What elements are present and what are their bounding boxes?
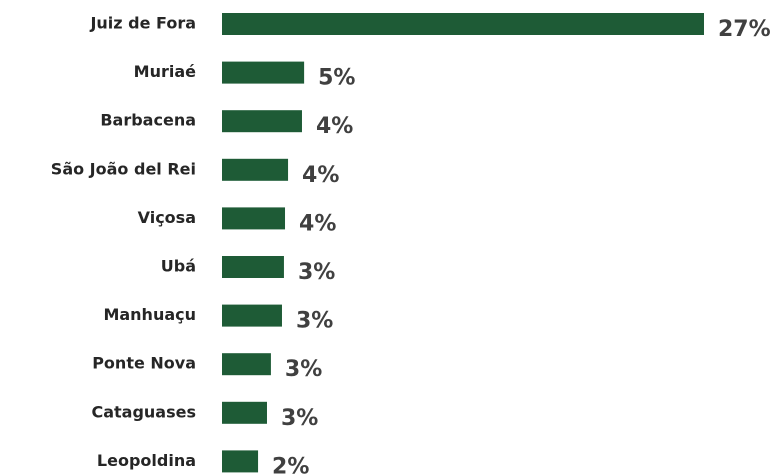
value-label: 27%: [718, 17, 771, 42]
value-label: 3%: [298, 260, 335, 285]
bar: [222, 158, 289, 181]
category-label: Manhuaçu: [103, 305, 196, 324]
bar: [222, 256, 284, 278]
bar: [222, 450, 259, 473]
value-label: 3%: [285, 357, 322, 382]
category-label: Muriaé: [134, 62, 196, 81]
bar: [222, 207, 286, 230]
value-label: 3%: [281, 406, 318, 431]
category-label: Viçosa: [138, 208, 196, 227]
category-label: São João del Rei: [51, 159, 196, 178]
bar: [222, 110, 302, 133]
category-label: Cataguases: [91, 402, 196, 421]
value-label: 4%: [299, 211, 336, 236]
bar: [222, 13, 704, 35]
category-label: Barbacena: [100, 111, 196, 130]
category-label: Leopoldina: [97, 451, 196, 470]
value-label: 3%: [296, 309, 333, 334]
category-label: Ponte Nova: [92, 354, 196, 373]
category-label: Juiz de Fora: [89, 14, 196, 33]
bar: [222, 61, 305, 84]
bar: [222, 353, 271, 376]
value-label: 2%: [272, 454, 309, 475]
value-label: 4%: [302, 163, 339, 188]
value-label: 4%: [316, 114, 353, 139]
value-label: 5%: [318, 66, 355, 91]
bar: [222, 304, 282, 327]
category-label: Ubá: [161, 257, 196, 276]
bar: [222, 401, 267, 424]
